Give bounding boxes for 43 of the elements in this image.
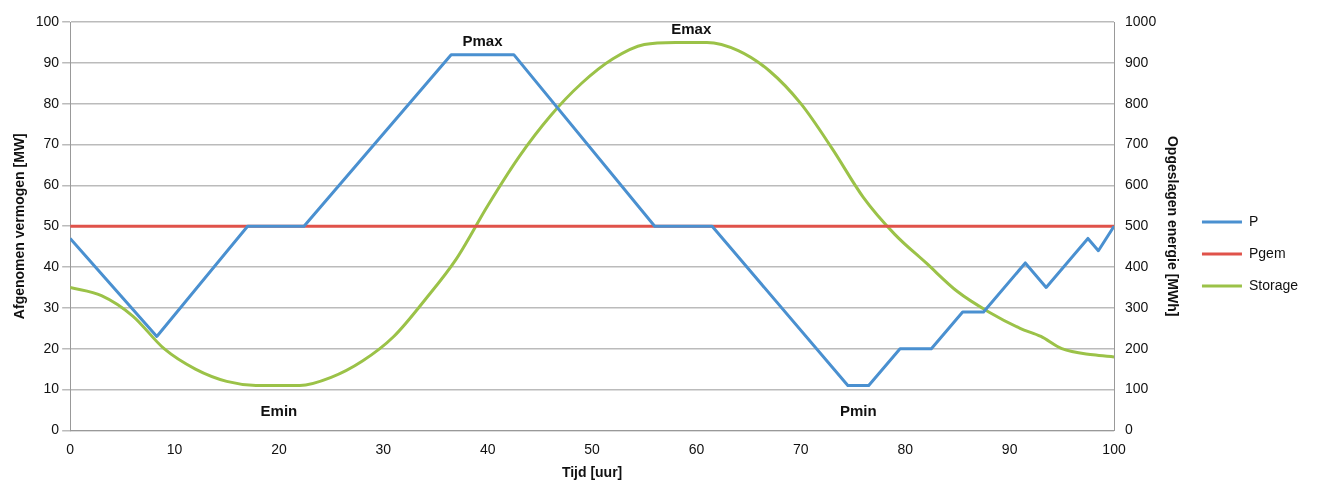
legend-label: Pgem [1248, 244, 1286, 261]
annotation: Pmax [462, 31, 504, 49]
y-axis-title: Afgenomen vermogen [MW] [11, 133, 28, 320]
x-tick-label: 90 [1001, 440, 1018, 457]
y-tick-label: 20 [43, 339, 60, 356]
y2-tick-label: 700 [1125, 135, 1149, 152]
y2-axis-title: Opgeslagen energie [MWh] [1164, 135, 1181, 317]
x-tick-label: 10 [166, 440, 183, 457]
annotation: Pmin [839, 401, 877, 419]
x-tick-label: 100 [1102, 440, 1126, 457]
y2-tick-label: 500 [1125, 217, 1149, 234]
y2-tick-label: 800 [1125, 94, 1149, 111]
y-tick-label: 30 [43, 298, 60, 315]
y2-tick-label: 400 [1125, 257, 1149, 274]
x-tick-label: 60 [688, 440, 705, 457]
legend-label: Storage [1248, 276, 1299, 293]
y-tick-label: 40 [43, 257, 60, 274]
y-tick-label: 60 [43, 176, 60, 193]
y2-tick-label: 600 [1125, 176, 1149, 193]
y2-tick-label: 200 [1125, 339, 1149, 356]
x-tick-label: 20 [271, 440, 287, 457]
y-tick-label: 70 [43, 135, 60, 152]
annotation: Emax [671, 19, 712, 37]
y-tick-label: 10 [43, 380, 60, 397]
y-tick-label: 90 [43, 53, 60, 70]
annotation: Emin [260, 401, 298, 419]
y2-tick-label: 900 [1125, 53, 1149, 70]
y2-tick-label: 1000 [1125, 12, 1157, 29]
x-tick-label: 30 [375, 440, 392, 457]
legend-label: P [1248, 212, 1259, 229]
y-tick-label: 80 [43, 94, 60, 111]
y2-tick-label: 300 [1125, 298, 1149, 315]
y-tick-label: 0 [51, 421, 60, 438]
x-tick-label: 40 [479, 440, 496, 457]
x-tick-label: 80 [897, 440, 914, 457]
y-tick-label: 50 [43, 217, 60, 234]
y2-tick-label: 100 [1125, 380, 1149, 397]
y-tick-label: 100 [35, 12, 60, 29]
x-tick-label: 70 [793, 440, 809, 457]
x-axis-title: Tijd [uur] [561, 464, 623, 481]
y2-tick-label: 0 [1125, 421, 1134, 438]
x-tick-label: 0 [66, 440, 75, 457]
x-tick-label: 50 [584, 440, 601, 457]
